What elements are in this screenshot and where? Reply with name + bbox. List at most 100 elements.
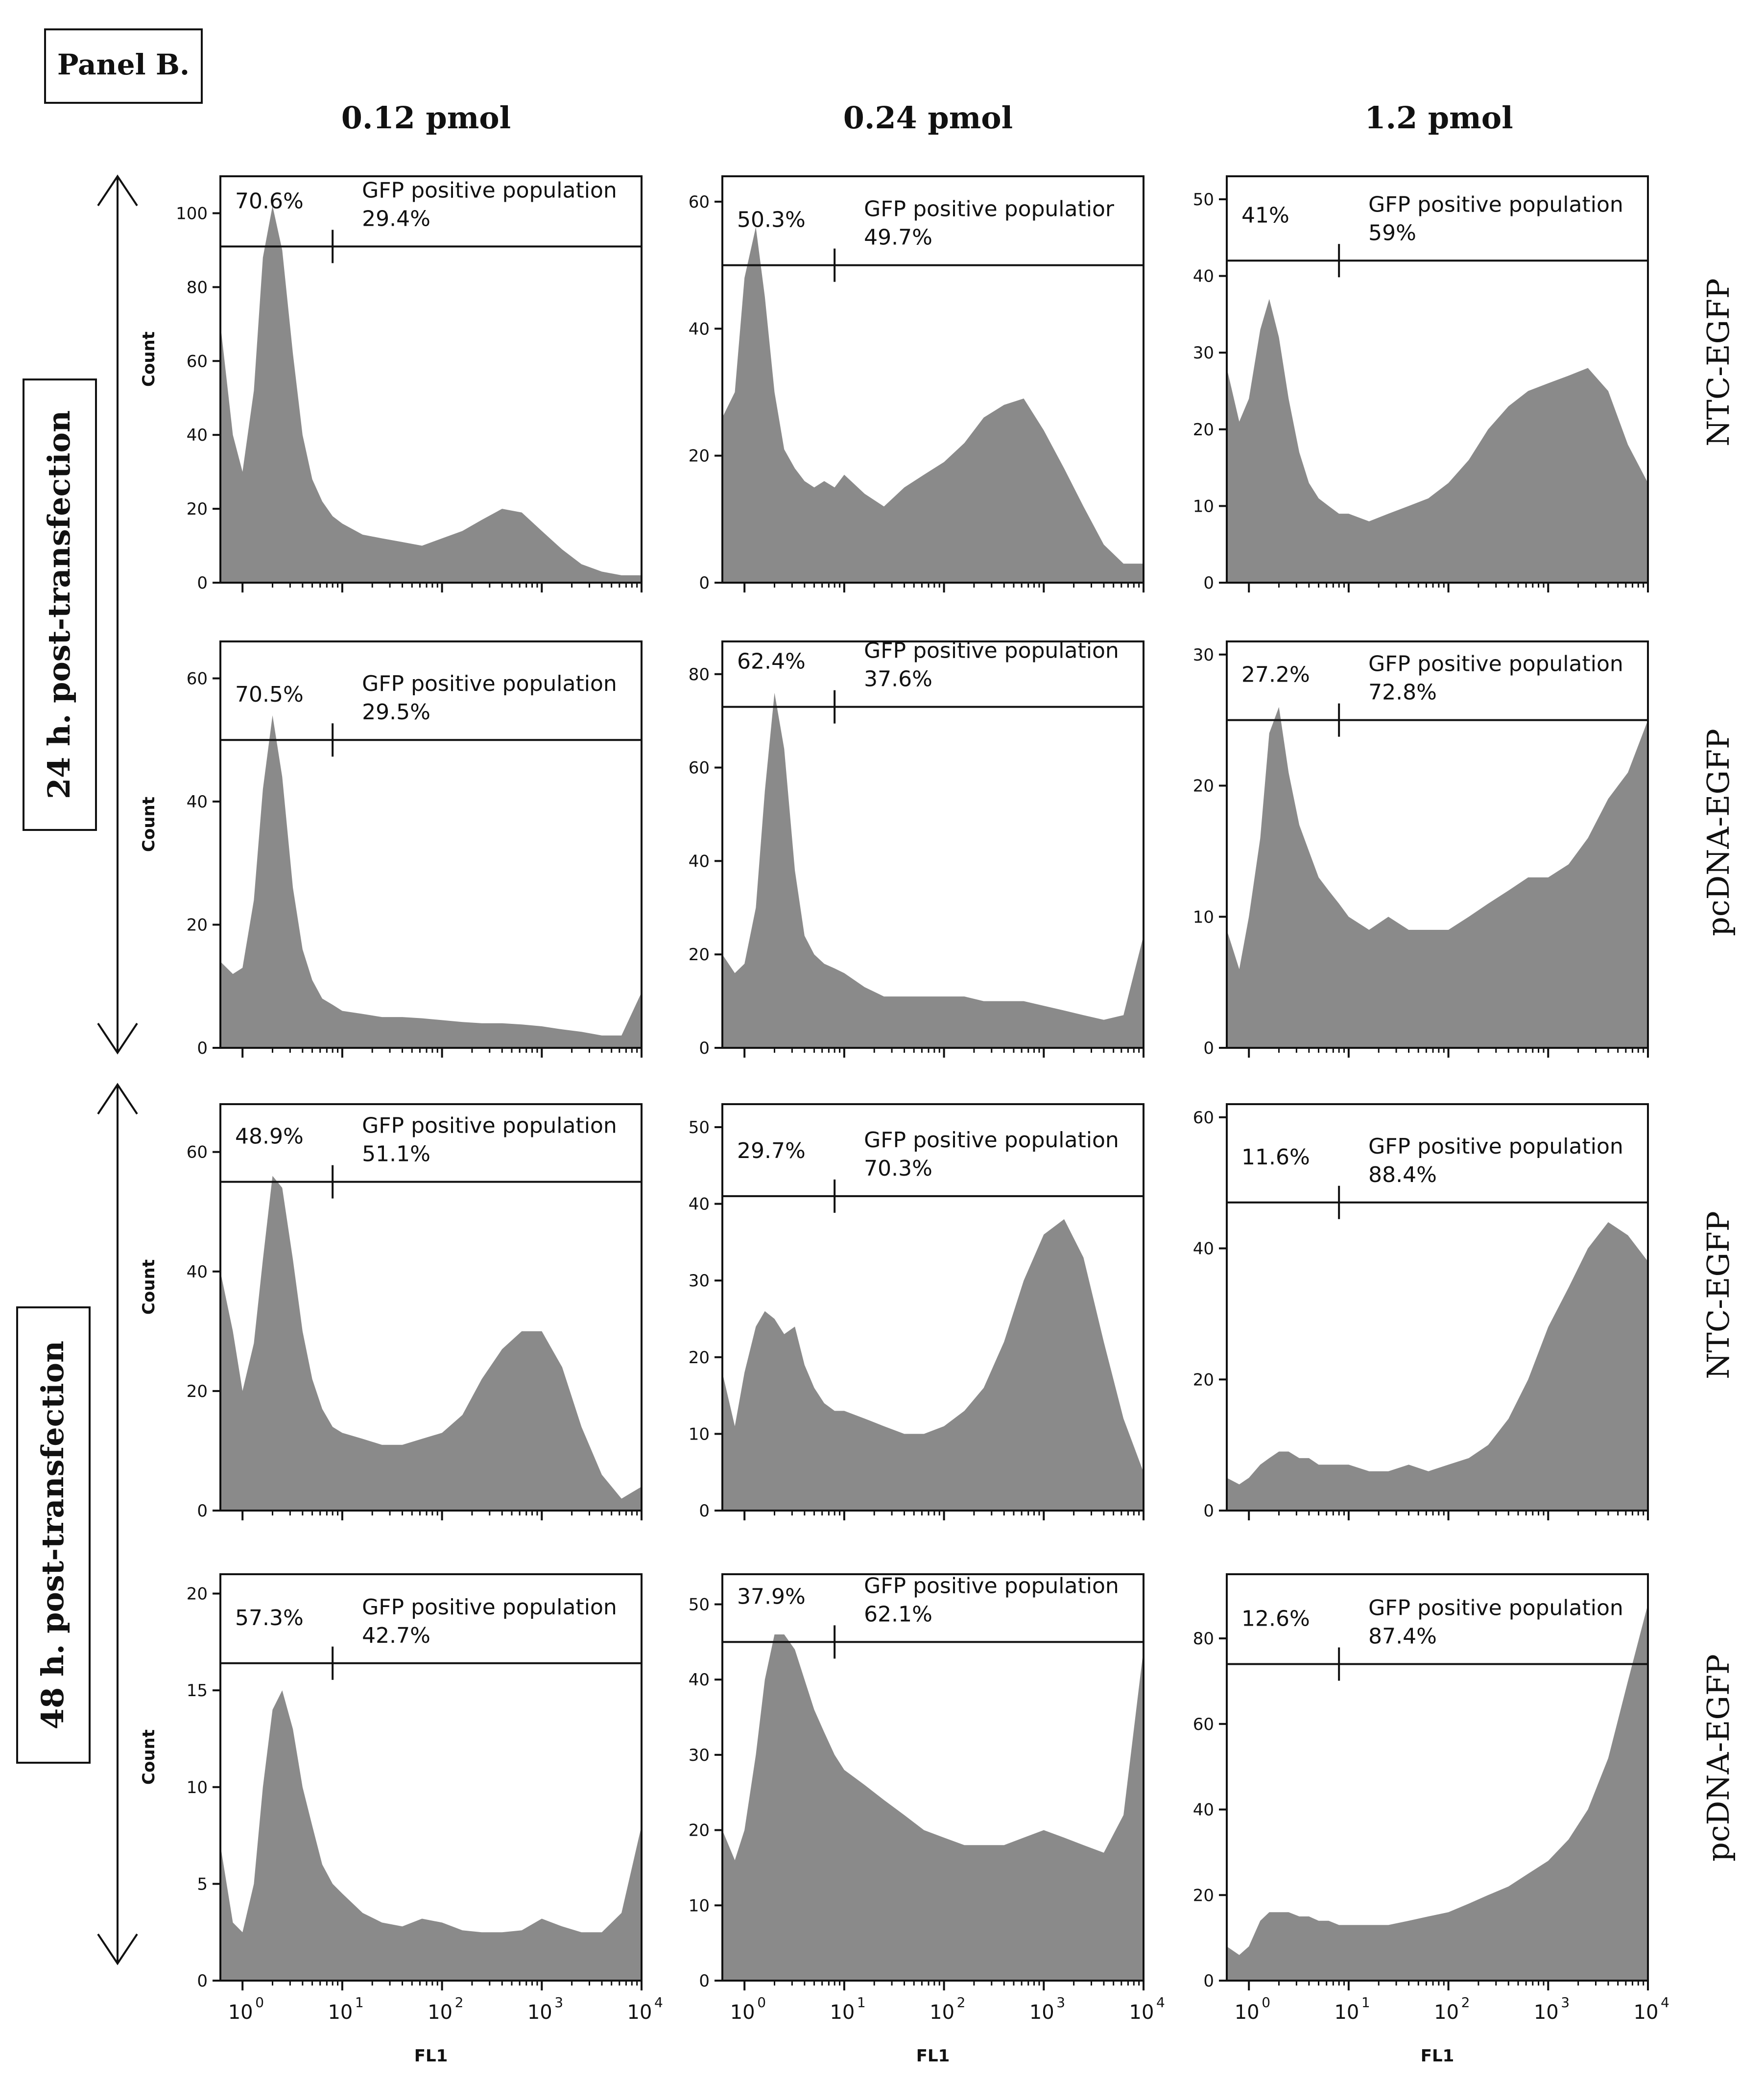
- x-tick-label: 10: [228, 2001, 253, 2024]
- histogram-panel: 0 20 40 60 Count 48.9% GFP positive population…: [139, 1103, 643, 1521]
- y-tick-label: 50: [689, 1118, 710, 1137]
- negative-percentage: 48.9%: [235, 1124, 304, 1149]
- plot-frame: [1226, 640, 1649, 1049]
- x-tick-exponent: 3: [1561, 1994, 1570, 2010]
- y-tick-label: 40: [187, 792, 208, 812]
- positive-percentage: 37.6%: [864, 667, 932, 692]
- y-tick-label: 0: [197, 1501, 208, 1521]
- y-tick-label: 0: [1203, 1971, 1214, 1991]
- gate-label: GFP positive population: [1368, 192, 1623, 217]
- y-tick-label: 60: [1193, 1715, 1214, 1734]
- x-axis-label: FL1: [916, 2046, 950, 2066]
- y-axis-label: Count: [139, 1259, 159, 1315]
- histogram-panel: 0 20 40 60 Count 70.5% GFP positive population…: [139, 640, 643, 1058]
- y-tick-label: 100: [176, 204, 208, 223]
- histogram-panel: 0 10 20 30 40 50 29.7% GFP positive population 7…: [689, 1103, 1144, 1521]
- x-tick-label: 10: [1634, 2001, 1659, 2024]
- x-tick-exponent: 0: [757, 1994, 766, 2010]
- y-tick-label: 0: [699, 1971, 710, 1991]
- y-tick-label: 10: [689, 1896, 710, 1915]
- histogram-area: [1227, 1604, 1648, 1981]
- x-tick-label: 10: [1534, 2001, 1559, 2024]
- x-tick-exponent: 2: [455, 1994, 464, 2010]
- row-label-pcdna-egfp-48h: pcDNA-EGFP: [1700, 1654, 1736, 1862]
- x-tick-exponent: 1: [355, 1994, 364, 2010]
- x-tick-label: 10: [328, 2001, 353, 2024]
- gate-label: GFP positive population: [1368, 1595, 1623, 1620]
- group-label-box-48h: [16, 1306, 91, 1764]
- y-tick-label: 40: [689, 851, 710, 871]
- histogram-panel: 0 20 40 60 80 100 Count 70.6% GFP positive popul…: [139, 175, 643, 593]
- plot-frame: [721, 1103, 1144, 1512]
- y-tick-label: 0: [1203, 573, 1214, 593]
- x-tick-label: 10: [730, 2001, 755, 2024]
- x-tick-exponent: 4: [1661, 1994, 1669, 2010]
- y-tick-label: 10: [1193, 907, 1214, 927]
- negative-percentage: 29.7%: [737, 1138, 806, 1163]
- y-tick-label: 80: [689, 665, 710, 685]
- histogram-area: [220, 715, 642, 1048]
- histogram-panel: 0 20 40 60 80 62.4% GFP positive population 37.…: [689, 638, 1144, 1058]
- y-tick-label: 0: [699, 1501, 710, 1521]
- y-tick-label: 50: [689, 1595, 710, 1614]
- y-tick-label: 0: [1203, 1039, 1214, 1058]
- x-tick-label: 10: [1129, 2001, 1154, 2024]
- gate-label: GFP positive population: [362, 671, 617, 696]
- positive-percentage: 62.1%: [864, 1602, 932, 1627]
- plot-frame: [219, 1573, 643, 1982]
- y-tick-label: 20: [1193, 777, 1214, 796]
- y-tick-label: 40: [1193, 1800, 1214, 1820]
- row-label-ntc-egfp-24h: NTC-EGFP: [1700, 278, 1736, 447]
- x-tick-exponent: 2: [957, 1994, 966, 2010]
- positive-percentage: 29.4%: [362, 206, 430, 231]
- negative-percentage: 62.4%: [737, 649, 806, 674]
- y-tick-label: 20: [1193, 1370, 1214, 1390]
- x-tick-label: 10: [527, 2001, 552, 2024]
- x-tick-exponent: 0: [1262, 1994, 1270, 2010]
- y-tick-label: 20: [689, 1348, 710, 1368]
- y-tick-label: 20: [187, 915, 208, 935]
- y-tick-label: 60: [689, 192, 710, 212]
- y-tick-label: 10: [689, 1424, 710, 1444]
- y-tick-label: 20: [1193, 1886, 1214, 1905]
- histogram-panel: 0 10 20 30 40 50 41% GFP positive population 59%: [1193, 175, 1649, 593]
- histogram-panel: 0 20 40 60 50.3% GFP positive populatior 49.7%: [689, 175, 1144, 593]
- plot-frame: [219, 640, 643, 1049]
- group-label-48h: 48 h. post-transfection: [35, 1341, 71, 1729]
- y-tick-label: 15: [187, 1681, 208, 1701]
- y-tick-label: 20: [187, 1584, 208, 1604]
- y-tick-label: 0: [699, 573, 710, 593]
- x-axis-label: FL1: [1421, 2046, 1454, 2066]
- x-tick-label: 10: [930, 2001, 954, 2024]
- y-tick-label: 5: [197, 1874, 208, 1894]
- gate-label: GFP positive population: [864, 1573, 1119, 1598]
- arrow-48h: [97, 1083, 138, 1965]
- gate-label: GFP positive population: [362, 1595, 617, 1620]
- y-tick-label: 60: [689, 758, 710, 778]
- x-tick-exponent: 1: [857, 1994, 866, 2010]
- y-tick-label: 60: [187, 352, 208, 371]
- x-tick-exponent: 3: [1056, 1994, 1065, 2010]
- y-tick-label: 0: [699, 1039, 710, 1058]
- x-tick-label: 10: [1029, 2001, 1054, 2024]
- y-tick-label: 0: [197, 1971, 208, 1991]
- plot-frame: [219, 1103, 643, 1512]
- negative-percentage: 11.6%: [1241, 1145, 1310, 1170]
- x-tick-exponent: 1: [1361, 1994, 1370, 2010]
- x-tick-exponent: 3: [554, 1994, 563, 2010]
- histogram-area: [1227, 1222, 1648, 1511]
- x-tick-exponent: 4: [1156, 1994, 1165, 2010]
- y-tick-label: 60: [187, 1143, 208, 1162]
- x-tick-label: 10: [830, 2001, 855, 2024]
- gate-label: GFP positive population: [1368, 1134, 1623, 1159]
- positive-percentage: 72.8%: [1368, 680, 1437, 705]
- positive-percentage: 59%: [1368, 220, 1416, 245]
- x-tick-label: 10: [1334, 2001, 1359, 2024]
- gate-label: GFP positive population: [1368, 652, 1623, 677]
- negative-percentage: 12.6%: [1241, 1606, 1310, 1631]
- x-tick-exponent: 2: [1461, 1994, 1470, 2010]
